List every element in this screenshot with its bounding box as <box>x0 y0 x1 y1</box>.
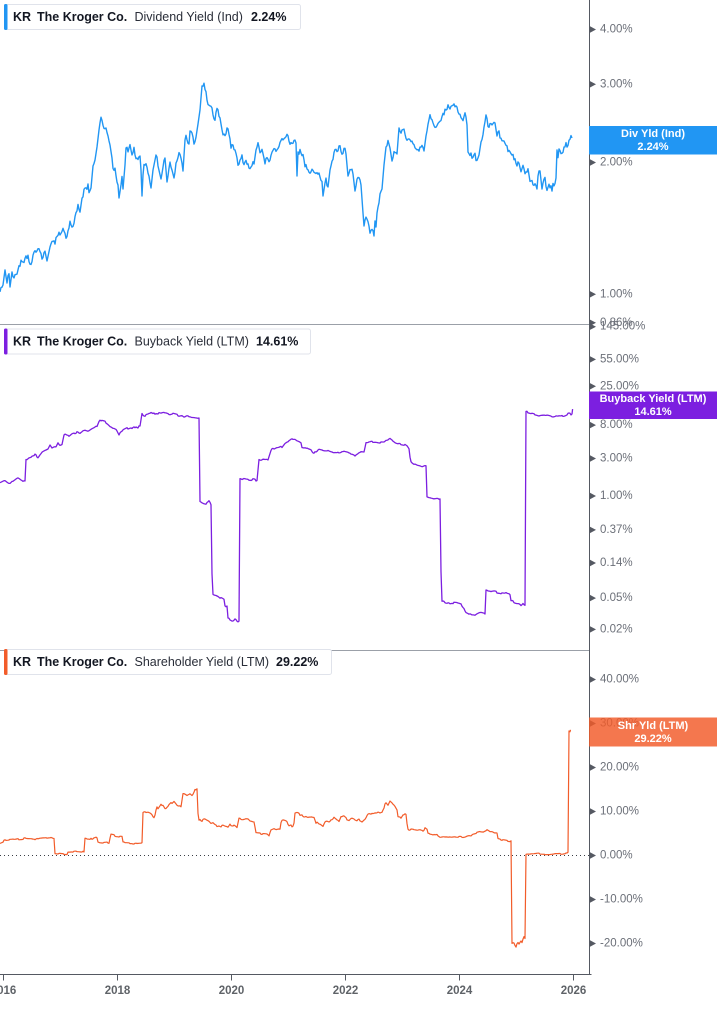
svg-text:25.00%: 25.00% <box>600 380 639 392</box>
svg-text:2024: 2024 <box>447 985 473 997</box>
svg-text:-10.00%: -10.00% <box>600 894 643 906</box>
svg-text:55.00%: 55.00% <box>600 353 639 365</box>
svg-text:29.22%: 29.22% <box>634 733 672 745</box>
svg-text:Shareholder Yield (LTM): Shareholder Yield (LTM) <box>135 655 270 669</box>
svg-text:2.24%: 2.24% <box>637 141 668 153</box>
svg-text:Buyback Yield (LTM): Buyback Yield (LTM) <box>135 335 249 349</box>
svg-text:2.24%: 2.24% <box>251 10 286 24</box>
svg-text:-20.00%: -20.00% <box>600 938 643 950</box>
svg-text:2016: 2016 <box>0 985 16 997</box>
svg-text:1.00%: 1.00% <box>600 288 633 300</box>
svg-text:2.00%: 2.00% <box>600 157 633 169</box>
svg-text:0.05%: 0.05% <box>600 592 633 604</box>
svg-text:10.00%: 10.00% <box>600 806 639 818</box>
svg-text:145.00%: 145.00% <box>600 321 645 333</box>
svg-text:Shr Yld (LTM): Shr Yld (LTM) <box>618 720 689 732</box>
svg-text:40.00%: 40.00% <box>600 674 639 686</box>
svg-text:KR: KR <box>13 10 31 24</box>
svg-text:The Kroger Co.: The Kroger Co. <box>37 10 127 24</box>
svg-text:14.61%: 14.61% <box>256 335 298 349</box>
svg-text:8.00%: 8.00% <box>600 419 633 431</box>
svg-text:3.00%: 3.00% <box>600 453 633 465</box>
svg-text:KR: KR <box>13 655 31 669</box>
svg-text:Buyback Yield (LTM): Buyback Yield (LTM) <box>600 393 707 405</box>
svg-text:0.86%: 0.86% <box>600 317 633 329</box>
svg-text:0.02%: 0.02% <box>600 623 633 635</box>
svg-text:1.00%: 1.00% <box>600 490 633 502</box>
svg-text:Div Yld (Ind): Div Yld (Ind) <box>621 128 685 140</box>
svg-text:20.00%: 20.00% <box>600 762 639 774</box>
svg-text:2020: 2020 <box>219 985 245 997</box>
svg-text:The Kroger Co.: The Kroger Co. <box>37 655 127 669</box>
svg-text:0.37%: 0.37% <box>600 524 633 536</box>
svg-text:0.00%: 0.00% <box>600 850 633 862</box>
svg-text:2022: 2022 <box>333 985 359 997</box>
svg-text:KR: KR <box>13 335 31 349</box>
svg-text:3.00%: 3.00% <box>600 78 633 90</box>
svg-text:Dividend Yield (Ind): Dividend Yield (Ind) <box>135 10 243 24</box>
svg-text:2018: 2018 <box>105 985 131 997</box>
svg-text:14.61%: 14.61% <box>634 406 672 418</box>
svg-text:4.00%: 4.00% <box>600 24 633 36</box>
svg-text:2026: 2026 <box>561 985 587 997</box>
svg-text:0.14%: 0.14% <box>600 557 633 569</box>
svg-text:29.22%: 29.22% <box>276 655 318 669</box>
svg-text:The Kroger Co.: The Kroger Co. <box>37 335 127 349</box>
